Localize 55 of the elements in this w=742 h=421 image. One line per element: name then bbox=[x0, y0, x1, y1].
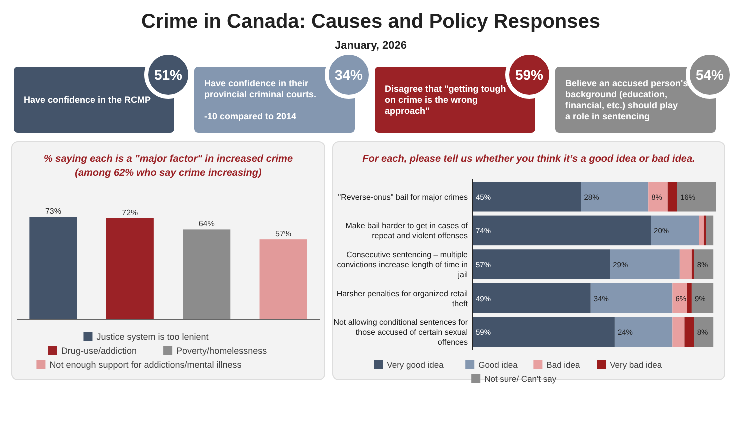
data-label: 59% bbox=[515, 67, 544, 83]
data-label: 64% bbox=[198, 220, 215, 229]
bar bbox=[473, 317, 615, 347]
legend-label: Not sure/ Can't say bbox=[484, 374, 558, 384]
bar bbox=[694, 317, 714, 347]
bar bbox=[692, 283, 714, 314]
bar bbox=[473, 182, 582, 212]
bar bbox=[581, 182, 649, 212]
bar bbox=[648, 182, 668, 212]
bar bbox=[672, 283, 688, 314]
data-label: 73% bbox=[45, 207, 62, 216]
y-tick-label: Consecutive sentencing – multiple convictions increase length of time in jail bbox=[337, 250, 469, 280]
bar bbox=[694, 250, 714, 280]
text: Crime in Canada: Causes and Policy Responses bbox=[141, 11, 601, 33]
bar bbox=[473, 283, 591, 314]
legend-label: Poverty/homelessness bbox=[176, 346, 268, 356]
data-label: 72% bbox=[122, 208, 138, 218]
bar bbox=[590, 283, 673, 314]
data-label: 51% bbox=[154, 67, 184, 83]
category-label: Have confidence in their provincial criminal courts. -10 compared to 2014 bbox=[204, 78, 317, 122]
legend-label: Bad idea bbox=[546, 360, 581, 370]
bar bbox=[684, 317, 694, 347]
bar bbox=[473, 250, 610, 280]
bar bbox=[692, 250, 694, 280]
bar bbox=[473, 216, 652, 246]
chart-title: For each, please tell us whether you think it’s a good idea or bad idea. bbox=[362, 154, 696, 165]
bar bbox=[704, 216, 706, 246]
text: January, 2026 bbox=[335, 40, 407, 52]
legend-label: Very good idea bbox=[387, 360, 444, 370]
bar bbox=[706, 216, 714, 246]
category-label: Have confidence in the RCMP bbox=[24, 95, 152, 105]
legend-label: Good idea bbox=[478, 360, 518, 370]
bar bbox=[680, 250, 692, 280]
y-tick-label: Make bail harder to get in cases of repeat and violent offenses bbox=[346, 222, 469, 241]
bar bbox=[651, 216, 700, 246]
chart-title: % saying each is a "major factor" in increased crime (among 62% who say crime increasing) bbox=[44, 154, 294, 179]
data-label: 34% bbox=[334, 67, 364, 83]
data-label: 57% bbox=[276, 230, 292, 239]
bar bbox=[668, 182, 678, 212]
bar bbox=[610, 250, 680, 280]
bar bbox=[678, 182, 716, 212]
legend-label: Very bad idea bbox=[610, 360, 662, 370]
category-label: Believe an accused person's background (education, financial, etc.) should play a role in sentencing bbox=[566, 78, 688, 122]
bar bbox=[672, 317, 685, 347]
y-tick-label: "Reverse-onus" bail for major crimes bbox=[338, 192, 468, 202]
bar bbox=[687, 283, 692, 314]
y-tick-label: Not allowing conditional sentences for those accused of certain sexual offences bbox=[334, 318, 468, 348]
legend-label: Drug-use/addiction bbox=[61, 346, 137, 356]
legend-label: Justice system is too lenient bbox=[96, 332, 210, 342]
data-label: 54% bbox=[696, 67, 725, 83]
bar bbox=[699, 216, 704, 246]
category-label: Disagree that "getting tough on crime is the wrong approach" bbox=[385, 84, 506, 116]
legend-label: Not enough support for addictions/mental illness bbox=[50, 360, 242, 370]
bar bbox=[614, 317, 673, 347]
y-tick-label: Harsher penalties for organized retail theft bbox=[336, 289, 469, 308]
